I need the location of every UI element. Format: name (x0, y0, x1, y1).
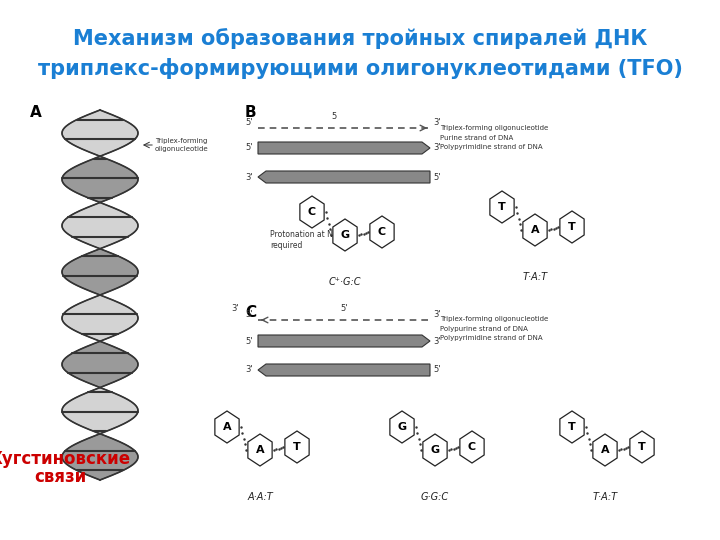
Polygon shape (62, 434, 138, 480)
Text: 3': 3' (246, 366, 253, 375)
Text: 5': 5' (433, 172, 441, 181)
Text: Protonation at N⁺
required: Protonation at N⁺ required (270, 230, 337, 251)
Text: C: C (378, 227, 386, 237)
Polygon shape (248, 434, 272, 466)
Text: A: A (256, 445, 264, 455)
Text: A: A (600, 445, 609, 455)
Text: 3': 3' (433, 118, 441, 127)
Polygon shape (62, 156, 138, 202)
Polygon shape (285, 431, 309, 463)
Polygon shape (390, 411, 414, 443)
Polygon shape (593, 434, 617, 466)
Text: 3': 3' (433, 310, 441, 319)
Text: Хугстиновские: Хугстиновские (0, 450, 130, 468)
Text: 3': 3' (231, 304, 239, 313)
Polygon shape (630, 431, 654, 463)
Text: 5: 5 (331, 112, 337, 121)
Text: G: G (397, 422, 407, 432)
Text: T: T (568, 222, 576, 232)
Text: триплекс-формирующими олигонуклеотидами (TFO): триплекс-формирующими олигонуклеотидами … (37, 58, 683, 79)
Text: T·A:T: T·A:T (523, 272, 548, 282)
Polygon shape (300, 196, 324, 228)
FancyArrow shape (258, 142, 430, 154)
Polygon shape (215, 411, 239, 443)
Text: 5': 5' (246, 336, 253, 346)
Polygon shape (460, 431, 484, 463)
FancyArrow shape (258, 171, 430, 183)
Text: B: B (245, 105, 256, 120)
Text: A·A:T: A·A:T (247, 492, 273, 502)
Text: T: T (293, 442, 301, 452)
Polygon shape (62, 388, 138, 434)
Text: 3': 3' (246, 172, 253, 181)
Text: Triplex-forming oligonucleotide
Purine strand of DNA
Polypyrimidine strand of DN: Triplex-forming oligonucleotide Purine s… (440, 125, 548, 150)
Text: C⁺·G:C: C⁺·G:C (329, 277, 361, 287)
FancyArrow shape (258, 364, 430, 376)
Text: 5': 5' (246, 310, 253, 319)
Text: Механизм образования тройных спиралей ДНК: Механизм образования тройных спиралей ДН… (73, 28, 647, 49)
Text: C: C (468, 442, 476, 452)
Polygon shape (560, 411, 584, 443)
Text: 5': 5' (246, 118, 253, 127)
Polygon shape (423, 434, 447, 466)
Text: A: A (531, 225, 539, 235)
Text: 5': 5' (341, 304, 348, 313)
Text: 5': 5' (246, 144, 253, 152)
Text: C: C (308, 207, 316, 217)
Polygon shape (62, 249, 138, 295)
Text: 3': 3' (433, 144, 441, 152)
Text: T: T (568, 422, 576, 432)
Text: 5': 5' (433, 366, 441, 375)
Polygon shape (62, 110, 138, 156)
Polygon shape (370, 216, 394, 248)
Text: 3': 3' (433, 336, 441, 346)
Polygon shape (560, 211, 584, 243)
Text: A: A (30, 105, 42, 120)
Polygon shape (62, 342, 138, 387)
Polygon shape (490, 191, 514, 223)
Text: связи: связи (34, 468, 86, 486)
Polygon shape (523, 214, 547, 246)
FancyArrow shape (258, 335, 430, 347)
Polygon shape (62, 202, 138, 248)
Polygon shape (62, 295, 138, 341)
Text: T: T (638, 442, 646, 452)
Text: G: G (341, 230, 350, 240)
Polygon shape (333, 219, 357, 251)
Text: Triplex-forming
oligonucleotide: Triplex-forming oligonucleotide (155, 138, 209, 152)
Text: G: G (431, 445, 440, 455)
Text: T·A:T: T·A:T (593, 492, 618, 502)
Text: A: A (222, 422, 231, 432)
Text: C: C (245, 305, 256, 320)
Text: G·G:C: G·G:C (421, 492, 449, 502)
Text: T: T (498, 202, 506, 212)
Text: Triplex-forming oligonucleotide
Polypurine strand of DNA
Polypyrimidine strand o: Triplex-forming oligonucleotide Polypuri… (440, 316, 548, 341)
